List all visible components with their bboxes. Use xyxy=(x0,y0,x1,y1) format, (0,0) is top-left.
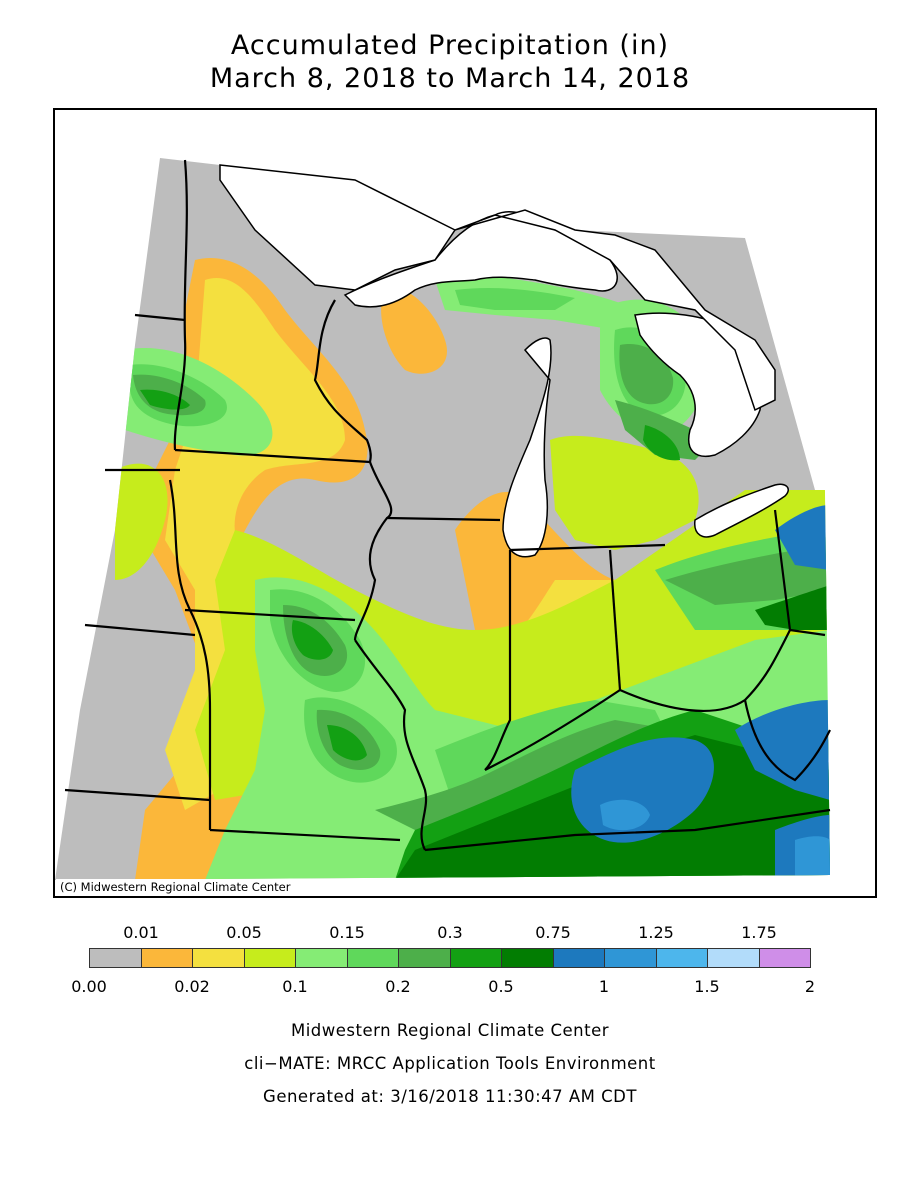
legend-lower-label: 1.5 xyxy=(694,977,720,996)
border-ne-ks xyxy=(84,623,196,637)
great-lakes xyxy=(343,210,789,558)
map-title: Accumulated Precipitation (in) xyxy=(230,30,670,61)
border-ky-tn xyxy=(424,808,831,852)
border-il-mo xyxy=(354,639,428,851)
legend-upper-label: 1.25 xyxy=(638,923,674,942)
legend-swatch xyxy=(398,948,451,968)
lake-erie xyxy=(694,483,789,538)
canada-land xyxy=(219,164,776,412)
legend-swatch xyxy=(552,948,605,968)
precip-zone-mid-blue xyxy=(600,799,830,880)
border-in-oh xyxy=(608,549,622,691)
legend-upper-label: 0.05 xyxy=(226,923,262,942)
border-wv-va xyxy=(789,628,826,637)
border-in-ky xyxy=(484,689,621,771)
legend-swatch xyxy=(243,948,296,968)
border-ia-ne xyxy=(168,479,212,711)
border-ks-ok xyxy=(64,788,211,802)
footer-organization: Midwestern Regional Climate Center xyxy=(290,1021,610,1040)
lake-michigan xyxy=(502,337,552,558)
legend-upper-label: 0.75 xyxy=(535,923,571,942)
legend-lower-label: 0.5 xyxy=(488,977,514,996)
border-mn-dakotas xyxy=(173,159,188,451)
border-ia-il xyxy=(353,461,393,641)
legend-lower-label: 0.00 xyxy=(71,977,107,996)
legend-swatch xyxy=(758,948,811,968)
legend-swatch xyxy=(140,948,193,968)
legend-swatch xyxy=(192,948,245,968)
legend-swatch xyxy=(501,948,554,968)
legend-lower-label: 0.02 xyxy=(174,977,210,996)
state-boundaries xyxy=(64,159,831,852)
precip-zone-orange-wi xyxy=(381,288,447,374)
border-wi-il xyxy=(386,516,501,522)
legend-upper-label: 0.01 xyxy=(123,923,159,942)
precip-zone-green-mid xyxy=(133,344,830,840)
border-mn-ia xyxy=(174,448,371,464)
border-mo-ar xyxy=(209,828,401,842)
legend-upper-label: 0.15 xyxy=(329,923,365,942)
footer-generated-time: Generated at: 3/16/2018 11:30:47 AM CDT xyxy=(263,1087,637,1106)
border-oh-pa xyxy=(773,509,792,631)
precip-zone-dark-green xyxy=(395,585,830,880)
precip-zone-lime-mi xyxy=(550,435,699,550)
legend-upper-label: 0.3 xyxy=(437,923,463,942)
border-nd-sd xyxy=(134,313,186,322)
border-ky-va xyxy=(743,699,831,782)
legend-swatch xyxy=(604,948,657,968)
precipitation-map-canvas xyxy=(55,110,875,896)
border-il-in xyxy=(484,550,512,771)
border-mi-in-oh xyxy=(509,543,666,552)
legend-swatch xyxy=(89,948,142,968)
precip-zone-blue xyxy=(571,505,830,880)
legend-swatch xyxy=(346,948,399,968)
legend-lower-label: 0.1 xyxy=(282,977,308,996)
legend-lower-label: 2 xyxy=(804,977,816,996)
legend-upper-label: 1.75 xyxy=(741,923,777,942)
legend-swatch xyxy=(295,948,348,968)
border-mn-wi xyxy=(313,299,372,463)
footer-application: cli−MATE: MRCC Application Tools Environ… xyxy=(244,1054,656,1073)
map-credit: (C) Midwestern Regional Climate Center xyxy=(56,879,295,895)
map-date-range: March 8, 2018 to March 14, 2018 xyxy=(209,63,691,94)
legend-swatch xyxy=(449,948,502,968)
legend-color-bar xyxy=(89,948,811,968)
legend-lower-label: 1 xyxy=(598,977,610,996)
border-ia-mo xyxy=(184,608,356,622)
color-legend: 0.01 0.05 0.15 0.3 0.75 1.25 1.75 0.00 0… xyxy=(0,915,900,1005)
legend-swatch xyxy=(707,948,760,968)
precipitation-map xyxy=(53,108,877,898)
lake-superior xyxy=(343,210,618,308)
legend-swatch xyxy=(655,948,708,968)
legend-lower-label: 0.2 xyxy=(385,977,411,996)
